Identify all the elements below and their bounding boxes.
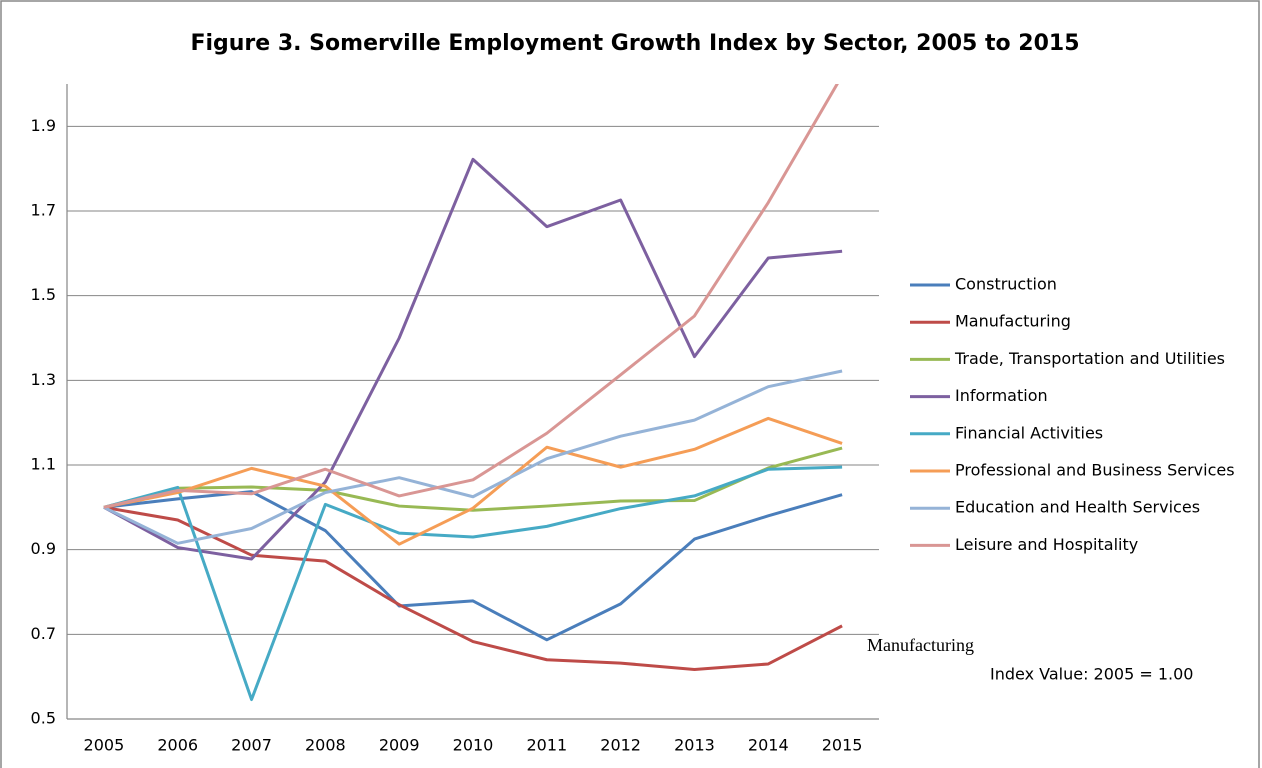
legend-label: Information — [955, 386, 1048, 405]
series-line — [103, 416, 843, 546]
series-line — [103, 465, 843, 702]
series-line — [103, 505, 843, 671]
x-tick-label: 2012 — [600, 736, 641, 755]
legend-label: Education and Health Services — [955, 498, 1200, 517]
legend-label: Manufacturing — [955, 312, 1071, 331]
x-tick-label: 2008 — [305, 736, 346, 755]
x-tick-label: 2011 — [526, 736, 567, 755]
series-line — [103, 157, 843, 561]
series-line — [103, 446, 843, 512]
y-tick-label: 1.7 — [31, 201, 56, 220]
series-line — [103, 84, 839, 509]
legend-label: Professional and Business Services — [955, 461, 1235, 480]
legend-label: Leisure and Hospitality — [955, 535, 1138, 554]
y-tick-label: 1.9 — [31, 116, 56, 135]
annotation: Index Value: 2005 = 1.00 — [990, 665, 1193, 684]
y-tick-label: 0.9 — [31, 539, 56, 558]
x-tick-label: 2009 — [379, 736, 420, 755]
legend-label: Construction — [955, 275, 1057, 294]
y-tick-label: 1.3 — [31, 370, 56, 389]
series-line — [103, 369, 843, 545]
x-tick-label: 2013 — [674, 736, 715, 755]
x-tick-label: 2015 — [822, 736, 863, 755]
x-tick-label: 2010 — [453, 736, 494, 755]
legend-label: Financial Activities — [955, 423, 1103, 442]
y-tick-label: 1.1 — [31, 455, 56, 474]
annotation: Manufacturing — [867, 635, 974, 655]
legend-label: Trade, Transportation and Utilities — [954, 349, 1225, 368]
chart-title: Figure 3. Somerville Employment Growth I… — [190, 31, 1079, 56]
y-tick-label: 1.5 — [31, 285, 56, 304]
x-tick-label: 2006 — [157, 736, 198, 755]
x-tick-label: 2014 — [748, 736, 789, 755]
x-tick-label: 2005 — [84, 736, 125, 755]
y-tick-label: 0.5 — [31, 709, 56, 728]
x-tick-label: 2007 — [231, 736, 272, 755]
y-tick-label: 0.7 — [31, 624, 56, 643]
